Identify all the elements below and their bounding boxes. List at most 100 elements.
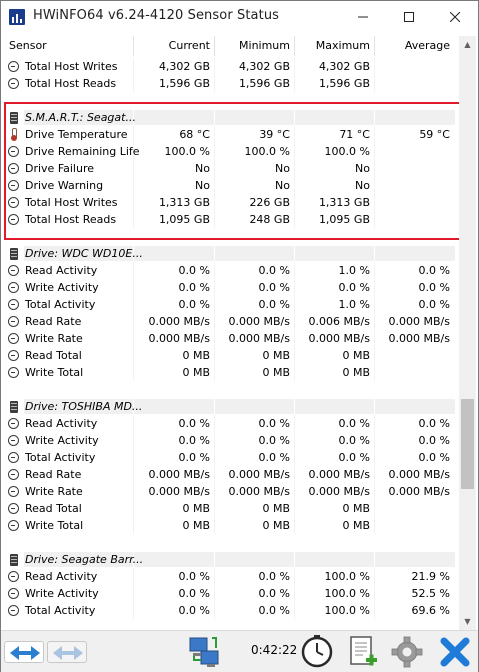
gauge-icon [8,418,19,429]
log-file-add-icon [350,636,377,666]
column-separator [374,296,375,313]
sensor-row[interactable]: Read Rate 0.000 MB/s 0.000 MB/s 0.006 MB/s 0… [2,313,459,330]
column-header-sensor[interactable]: Sensor [9,39,47,52]
column-header-maximum[interactable]: Maximum [315,39,370,52]
sensor-row[interactable]: Write Activity 0.0 % 0.0 % 0.0 % 0.0 % [2,432,459,449]
value-minimum: 0.000 MB/s [228,315,290,328]
sensor-row[interactable]: Drive Remaining Life 100.0 % 100.0 % 100.0 … [2,143,459,160]
sensor-row[interactable]: Read Activity 0.0 % 0.0 % 1.0 % 0.0 % [2,262,459,279]
elapsed-time: 0:42:22 [251,643,298,657]
column-separator [133,466,134,483]
value-maximum: 0.000 MB/s [308,332,370,345]
gauge-icon [8,605,19,616]
group-label: Drive: Seagate Barr... [25,553,144,566]
expand-columns-button[interactable] [4,641,44,663]
sensor-row[interactable]: Read Activity 0.0 % 0.0 % 0.0 % 0.0 % [2,415,459,432]
sensor-row[interactable]: Total Activity 0.0 % 0.0 % 0.0 % 0.0 % [2,449,459,466]
column-separator [294,75,295,92]
gauge-icon [8,333,19,344]
minimize-button[interactable] [340,1,386,32]
column-separator [374,58,375,75]
gauge-icon [8,316,19,327]
sensor-label: Read Rate [25,468,82,481]
column-separator [294,143,295,160]
column-separator [133,126,134,143]
value-current: 0.000 MB/s [148,485,210,498]
sensor-row[interactable]: Total Host Writes 4,302 GB 4,302 GB 4,302 G… [2,58,459,75]
sensor-row[interactable]: Read Activity 0.0 % 0.0 % 100.0 % 21.9 % [2,568,459,585]
sensor-group-header[interactable]: Drive: WDC WD10E... [2,245,459,262]
value-minimum: 4,302 GB [238,60,290,73]
sensor-row[interactable]: Total Activity 0.0 % 0.0 % 100.0 % 69.6 % [2,602,459,619]
value-minimum: 39 °C [259,128,290,141]
sensor-label: Total Activity [25,451,96,464]
sensor-group-header[interactable]: Drive: Seagate Barr... [2,551,459,568]
sensor-row[interactable]: Write Rate 0.000 MB/s 0.000 MB/s 0.000 MB/s… [2,330,459,347]
collapse-columns-button[interactable] [47,641,87,663]
value-current: 100.0 % [164,145,210,158]
column-separator [214,211,215,228]
column-separator [294,483,295,500]
sensor-row[interactable]: Read Total 0 MB 0 MB 0 MB [2,347,459,364]
sensor-row[interactable]: Drive Failure No No No [2,160,459,177]
column-separator [294,415,295,432]
logging-button[interactable] [344,634,380,670]
sensor-row[interactable]: Drive Temperature 68 °C 39 °C 71 °C 59 °C [2,126,459,143]
column-separator [294,602,295,619]
sensor-row[interactable]: Write Total 0 MB 0 MB 0 MB [2,364,459,381]
sensor-row[interactable]: Total Host Reads 1,095 GB 248 GB 1,095 GB [2,211,459,228]
column-separator [133,313,134,330]
sensor-group-header[interactable]: Drive: TOSHIBA MD... [2,398,459,415]
column-separator [374,126,375,143]
sensor-row[interactable]: Write Rate 0.000 MB/s 0.000 MB/s 0.000 MB/s… [2,483,459,500]
sensor-row[interactable]: Total Host Reads 1,596 GB 1,596 GB 1,596 GB [2,75,459,92]
column-separator [294,568,295,585]
value-average: 0.0 % [418,298,450,311]
column-separator [133,500,134,517]
value-minimum: No [275,179,290,192]
column-separator [374,177,375,194]
close-sensors-button[interactable] [437,634,473,670]
scroll-up-arrow-icon[interactable]: ▲ [464,40,471,49]
vertical-scrollbar[interactable]: ▲ ▼ [459,36,476,630]
column-header-average[interactable]: Average [404,39,450,52]
close-button[interactable] [432,1,478,32]
maximize-button[interactable] [386,1,432,32]
value-current: 0.000 MB/s [148,315,210,328]
value-maximum: 0.000 MB/s [308,485,370,498]
column-separator [133,449,134,466]
column-separator [214,126,215,143]
value-current: 0 MB [182,366,210,379]
sensor-row[interactable]: Read Total 0 MB 0 MB 0 MB [2,500,459,517]
gauge-icon [8,469,19,480]
settings-button[interactable] [389,634,425,670]
group-header-background [24,552,455,567]
sensor-row[interactable]: Drive Warning No No No [2,177,459,194]
column-header-minimum[interactable]: Minimum [239,39,290,52]
sensor-label: Drive Warning [25,179,104,192]
sensor-list[interactable]: Total Host Writes 4,302 GB 4,302 GB 4,302 G… [2,58,459,630]
sensor-row[interactable]: Write Total 0 MB 0 MB 0 MB [2,517,459,534]
sensor-row[interactable]: Write Activity 0.0 % 0.0 % 0.0 % 0.0 % [2,279,459,296]
sensor-label: Write Rate [25,332,83,345]
column-separator [294,160,295,177]
scrollbar-thumb[interactable] [461,399,474,489]
title-bar[interactable]: HWiNFO64 v6.24-4120 Sensor Status [1,1,478,32]
value-maximum: 1,596 GB [318,77,370,90]
column-separator [133,296,134,313]
close-x-icon [440,637,470,667]
sensor-row[interactable]: Read Rate 0.000 MB/s 0.000 MB/s 0.000 MB/s 0… [2,466,459,483]
value-maximum: 0 MB [342,502,370,515]
column-header-current[interactable]: Current [168,39,210,52]
sensor-group-header[interactable]: S.M.A.R.T.: Seagat... [2,109,459,126]
column-separator [214,415,215,432]
reset-timer-button[interactable] [299,634,335,670]
value-maximum: No [355,179,370,192]
sensor-row[interactable]: Total Activity 0.0 % 0.0 % 1.0 % 0.0 % [2,296,459,313]
scroll-down-arrow-icon[interactable]: ▼ [464,617,471,626]
network-button[interactable] [187,634,223,670]
column-separator [214,466,215,483]
sensor-row[interactable]: Total Host Writes 1,313 GB 226 GB 1,313 GB [2,194,459,211]
gauge-icon [8,435,19,446]
sensor-row[interactable]: Write Activity 0.0 % 0.0 % 100.0 % 52.5 % [2,585,459,602]
